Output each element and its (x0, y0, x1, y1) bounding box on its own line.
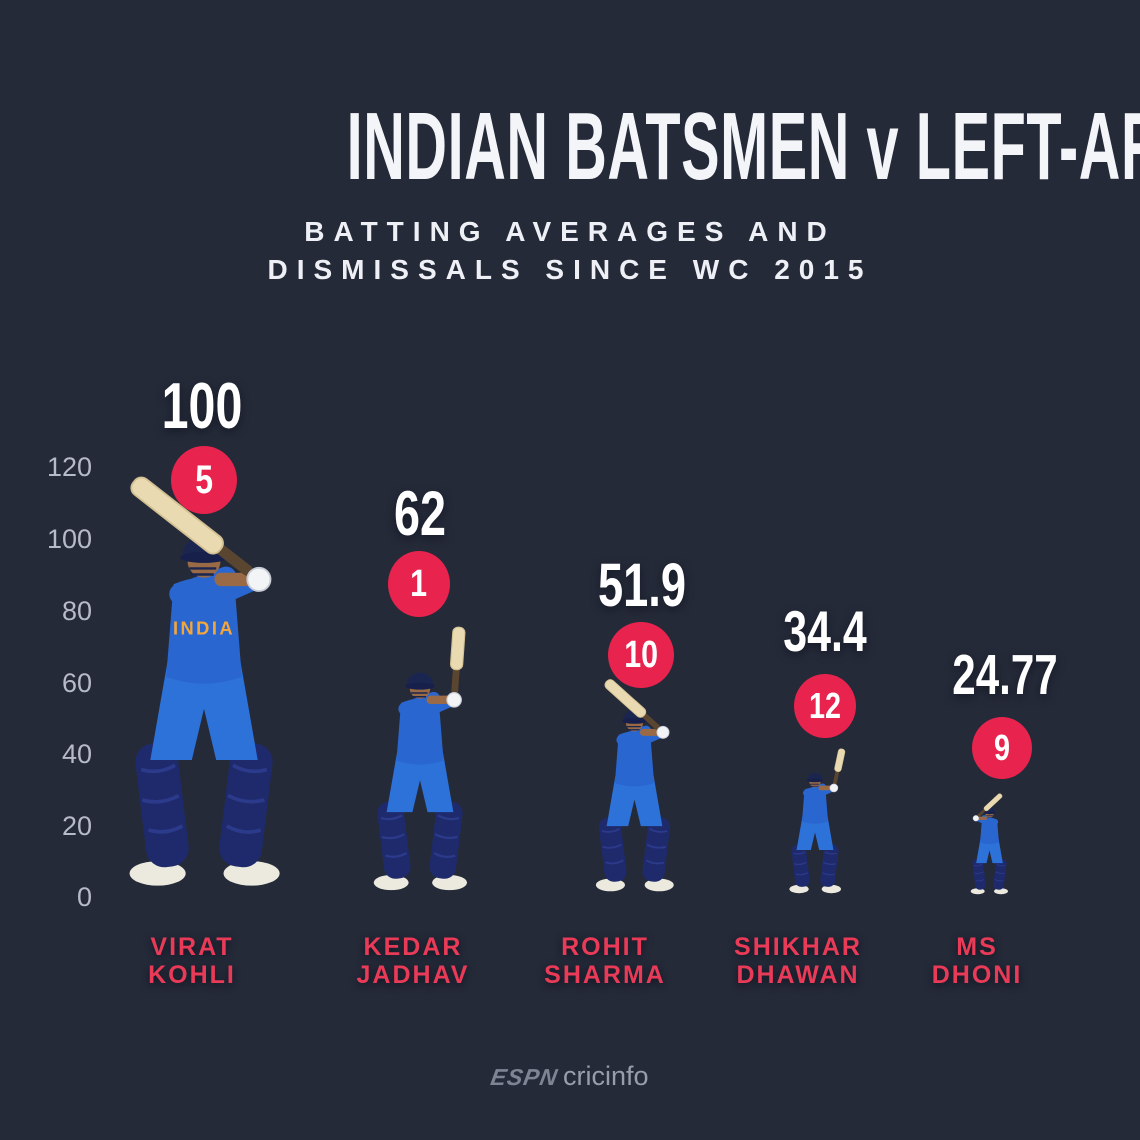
average-value-dhawan: 34.4 (783, 598, 867, 664)
batting-glove (656, 725, 670, 739)
batting-glove (972, 815, 979, 822)
batting-glove (446, 692, 462, 708)
subtitle-line-1: BATTING AVERAGES AND (304, 216, 836, 247)
player-name-shikhar-dhawan: SHIKHAR DHAWAN (734, 933, 862, 989)
dismissals-badge-dhawan: 12 (794, 674, 856, 738)
player-name-rohit-sharma: ROHIT SHARMA (544, 933, 666, 989)
page-title: INDIAN BATSMEN v LEFT-ARM PACE (346, 93, 1140, 200)
player-name-ms-dhoni: MS DHONI (931, 933, 1023, 989)
cricket-bat (604, 679, 661, 731)
batting-glove (246, 566, 272, 592)
average-value-jadhav: 62 (393, 478, 447, 549)
cricket-bat (449, 626, 466, 694)
batting-glove (829, 783, 839, 793)
average-value-sharma: 51.9 (597, 551, 687, 620)
y-tick-0: 0 (76, 882, 92, 912)
batsman-illustration-kedar-jadhav (344, 626, 496, 897)
batsman-illustration-virat-kohli: INDIA (82, 476, 326, 897)
dismissals-badge-jadhav: 1 (388, 551, 450, 617)
cricket-bat (977, 793, 1003, 818)
average-value-kohli: 100 (161, 370, 243, 443)
dismissals-badge-dhoni: 9 (972, 717, 1032, 779)
cricket-bat (130, 476, 253, 576)
jersey-text: INDIA (173, 617, 235, 638)
average-value-dhoni: 24.77 (952, 643, 1058, 707)
cricinfo-wordmark: cricinfo (563, 1061, 649, 1091)
player-name-virat-kohli: VIRAT KOHLI (148, 933, 236, 989)
y-tick-60: 60 (61, 668, 92, 698)
player-name-kedar-jadhav: KEDAR JADHAV (356, 933, 470, 989)
dismissals-badge-kohli: 5 (171, 446, 237, 514)
y-tick-20: 20 (61, 811, 92, 841)
subtitle-line-2: DISMISSALS SINCE WC 2015 (267, 254, 873, 285)
y-tick-100: 100 (46, 524, 92, 554)
dismissals-badge-sharma: 10 (608, 622, 674, 688)
y-tick-120: 120 (46, 452, 92, 482)
batsman-illustration-ms-dhoni (959, 793, 1020, 897)
espncricinfo-logo: ESPNcricinfo (0, 1061, 1140, 1092)
batsman-illustration-shikhar-dhawan (773, 748, 846, 897)
cricket-bat (833, 748, 846, 785)
y-tick-80: 80 (61, 596, 92, 626)
espn-wordmark: ESPN (489, 1064, 561, 1090)
y-tick-40: 40 (61, 739, 92, 769)
batsman-illustration-rohit-sharma (571, 679, 698, 897)
